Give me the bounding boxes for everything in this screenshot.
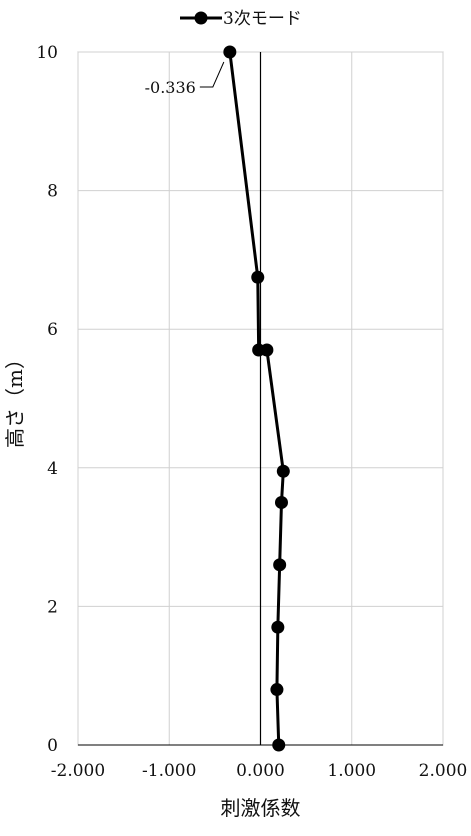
x-tick-label: -2.000 <box>51 761 105 781</box>
legend-marker <box>194 11 208 25</box>
data-point <box>251 270 265 284</box>
data-point <box>272 738 286 752</box>
y-axis-title: 高さ（m） <box>3 349 27 448</box>
annotation-leader-line <box>199 61 225 88</box>
y-tick-label: 2 <box>47 597 58 617</box>
legend-label: 3次モード <box>223 9 302 29</box>
x-tick-label: 0.000 <box>236 761 285 781</box>
label-layer: -2.000 -1.000 0.000 1.000 2.000 0 2 4 6 8 10 3次モード -… <box>3 9 467 820</box>
data-point <box>274 495 288 509</box>
series-layer <box>223 45 290 752</box>
y-tick-label: 6 <box>47 320 58 340</box>
axis-layer <box>78 52 443 746</box>
x-tick-label: 2.000 <box>419 761 468 781</box>
y-tick-label: 0 <box>47 736 58 756</box>
y-tick-label: 10 <box>36 43 58 63</box>
y-tick-label: 4 <box>47 459 58 479</box>
x-tick-label: 1.000 <box>327 761 376 781</box>
x-tick-label: -1.000 <box>142 761 196 781</box>
series-line <box>228 51 285 746</box>
data-point <box>252 343 266 357</box>
data-point <box>223 45 237 59</box>
y-tick-label: 8 <box>47 182 58 202</box>
data-point <box>271 620 285 634</box>
data-point <box>276 464 290 478</box>
data-label: -0.336 <box>145 78 196 97</box>
data-point <box>273 558 287 572</box>
x-axis-title: 刺激係数 <box>221 796 301 820</box>
data-point <box>270 683 284 697</box>
